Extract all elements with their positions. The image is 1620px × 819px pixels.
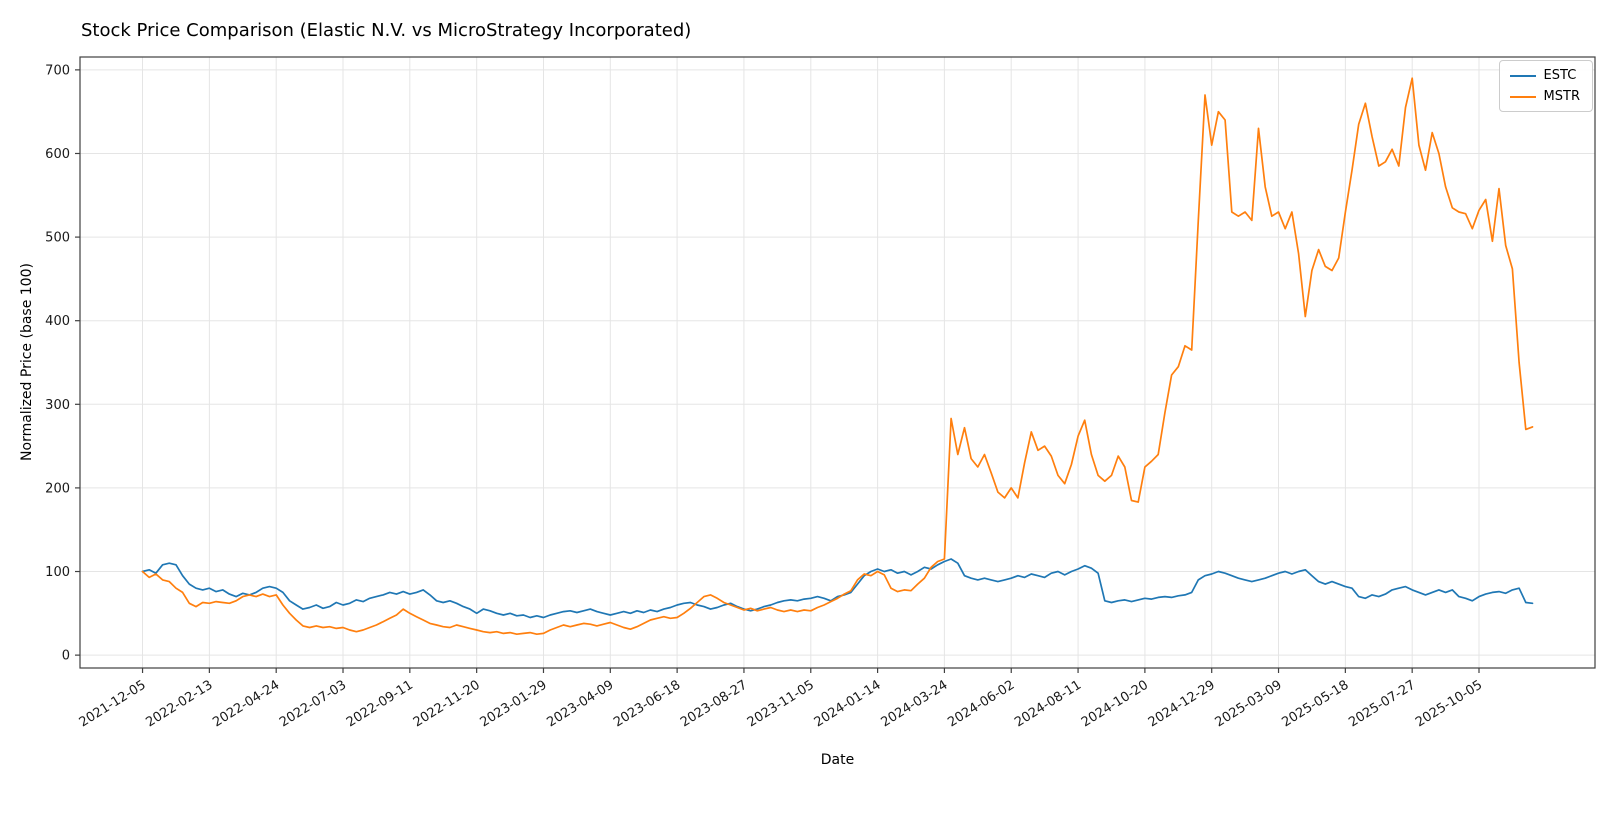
svg-text:600: 600 [45,147,70,162]
estc-line-swatch [1509,74,1536,77]
legend-label-estc: ESTC [1543,68,1577,83]
svg-text:2024-10-20: 2024-10-20 [1079,678,1151,731]
x-axis-label: Date [820,752,855,768]
svg-text:300: 300 [45,398,70,413]
svg-text:2022-04-24: 2022-04-24 [210,678,282,731]
legend: ESTC MSTR [1498,60,1593,112]
svg-text:100: 100 [45,565,70,580]
svg-text:2025-03-09: 2025-03-09 [1213,678,1285,731]
svg-text:2025-05-18: 2025-05-18 [1279,678,1351,731]
svg-text:2025-07-27: 2025-07-27 [1346,678,1418,731]
svg-text:2024-03-24: 2024-03-24 [879,678,951,731]
svg-text:2025-10-05: 2025-10-05 [1413,678,1485,731]
legend-item-estc: ESTC [1509,68,1580,83]
svg-text:2022-07-03: 2022-07-03 [277,678,349,731]
svg-text:2022-11-20: 2022-11-20 [411,678,483,731]
svg-text:2024-06-02: 2024-06-02 [945,678,1017,731]
svg-text:2023-01-29: 2023-01-29 [478,678,550,731]
chart-title: Stock Price Comparison (Elastic N.V. vs … [81,20,692,41]
svg-text:2022-09-11: 2022-09-11 [344,678,416,731]
svg-text:2021-12-05: 2021-12-05 [77,678,149,731]
mstr-line-swatch [1509,95,1536,98]
svg-text:2023-11-05: 2023-11-05 [745,678,817,731]
svg-text:0: 0 [62,649,70,664]
svg-text:400: 400 [45,314,70,329]
svg-text:500: 500 [45,231,70,246]
svg-text:2023-08-27: 2023-08-27 [678,678,750,731]
svg-text:700: 700 [45,63,70,78]
svg-text:2024-08-11: 2024-08-11 [1012,678,1084,731]
svg-text:200: 200 [45,481,70,496]
svg-text:2024-12-29: 2024-12-29 [1146,678,1218,731]
legend-item-mstr: MSTR [1509,89,1580,104]
svg-text:2022-02-13: 2022-02-13 [143,678,215,731]
svg-text:2023-04-09: 2023-04-09 [544,678,616,731]
svg-text:2023-06-18: 2023-06-18 [611,678,683,731]
svg-text:2024-01-14: 2024-01-14 [812,678,884,731]
legend-label-mstr: MSTR [1543,89,1580,104]
